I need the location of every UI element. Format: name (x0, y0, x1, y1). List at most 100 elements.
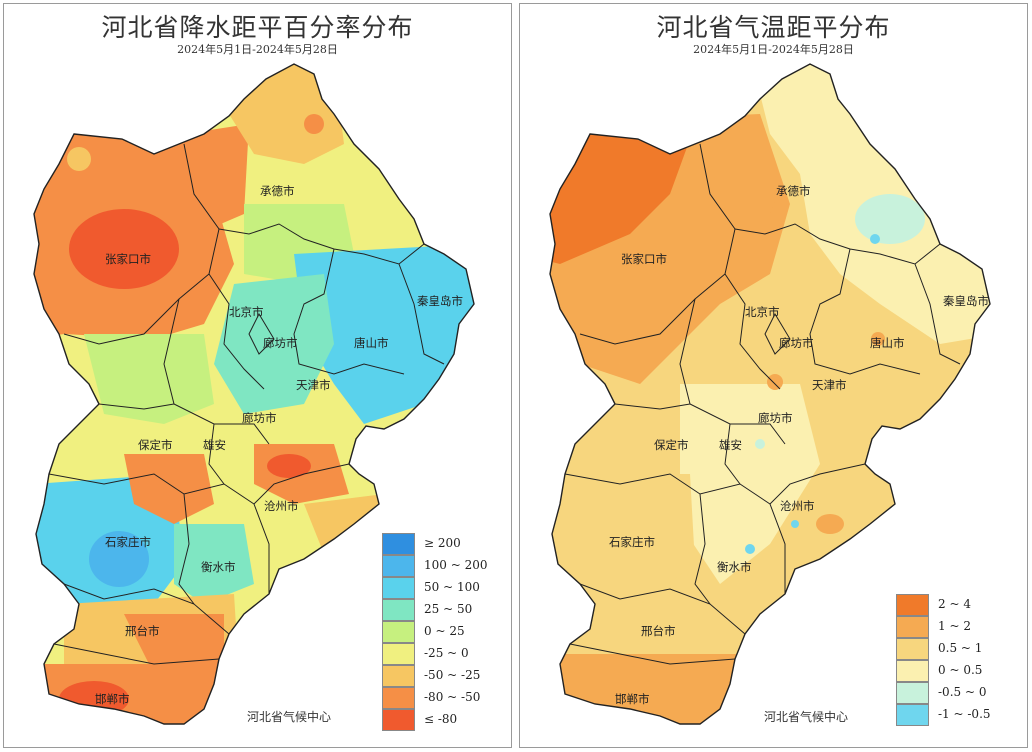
city-label-qinhuangdao: 秦皇岛市 (943, 294, 989, 308)
city-label-baoding: 保定市 (138, 438, 173, 452)
legend-label: 1 ~ 2 (938, 619, 971, 633)
tangshan-surplus-area (294, 244, 474, 424)
prefecture-boundaries (48, 143, 445, 665)
hengshui-surplus-area (174, 524, 254, 604)
central-cool-spot (755, 439, 765, 449)
temp-map-credit: 河北省气候中心 (764, 710, 849, 724)
city-label-zhangjiakou: 张家口市 (105, 252, 151, 266)
legend-label: ≤ -80 (424, 712, 458, 726)
legend-swatch (382, 599, 415, 621)
langfang-warm-spot (767, 374, 783, 390)
city-label-xiongan: 雄安 (719, 438, 742, 452)
city-label-hengshui: 衡水市 (717, 560, 752, 574)
hebei-province-outline (549, 63, 991, 725)
legend-swatch (896, 616, 929, 638)
precip-anomaly-map-panel: 河北省降水距平百分率分布 2024年5月1日-2024年5月28日 (3, 3, 512, 748)
city-label-tangshan: 唐山市 (354, 336, 389, 350)
beijing-tianjin-surplus (214, 274, 334, 414)
temp-anomaly-map-panel: 河北省气温距平分布 2024年5月1日-2024年5月28日 (519, 3, 1028, 748)
legend-item: -50 ~ -25 (382, 665, 511, 687)
legend-label: ≥ 200 (424, 536, 461, 550)
tangshan-warm-spot (871, 332, 885, 346)
city-label-chengde: 承德市 (776, 184, 811, 198)
precip-map-subtitle: 2024年5月1日-2024年5月28日 (177, 43, 338, 56)
cangzhou-cold-spot (791, 520, 799, 528)
city-label-tangshan: 唐山市 (870, 336, 905, 350)
legend-item: ≤ -80 (382, 709, 511, 731)
city-label-handan: 邯郸市 (95, 692, 130, 706)
city-label-langfang-north: 廊坊市 (779, 336, 814, 350)
legend-swatch (896, 704, 929, 726)
legend-item: 50 ~ 100 (382, 577, 511, 599)
hebei-province-outline (33, 63, 475, 725)
legend-label: -1 ~ -0.5 (938, 707, 991, 721)
city-label-beijing: 北京市 (229, 305, 264, 319)
legend-item: 0.5 ~ 1 (896, 638, 1026, 660)
city-label-cangzhou: 沧州市 (264, 499, 299, 513)
legend-swatch (382, 687, 415, 709)
city-label-hengshui: 衡水市 (201, 560, 236, 574)
city-label-langfang: 廊坊市 (242, 411, 277, 425)
prefecture-boundaries (564, 143, 961, 665)
chengde-cool-spot (855, 194, 925, 244)
legend-swatch (382, 621, 415, 643)
legend-swatch (896, 594, 929, 616)
legend-swatch (382, 643, 415, 665)
legend-label: -50 ~ -25 (424, 668, 481, 682)
zhangjiakou-severe-deficit (69, 209, 179, 289)
legend-swatch (382, 533, 415, 555)
city-label-handan: 邯郸市 (615, 692, 650, 706)
city-label-cangzhou: 沧州市 (780, 499, 815, 513)
city-label-qinhuangdao: 秦皇岛市 (417, 294, 463, 308)
legend-swatch (382, 665, 415, 687)
city-label-baoding: 保定市 (654, 438, 689, 452)
city-label-langfang: 廊坊市 (758, 411, 793, 425)
legend-item: 100 ~ 200 (382, 555, 511, 577)
legend-item: -80 ~ -50 (382, 687, 511, 709)
city-label-chengde: 承德市 (260, 184, 295, 198)
legend-item: 2 ~ 4 (896, 594, 1026, 616)
city-label-langfang-north: 廊坊市 (263, 336, 298, 350)
cangzhou-warm-spot (816, 514, 844, 534)
legend-label: -25 ~ 0 (424, 646, 469, 660)
legend-label: 100 ~ 200 (424, 558, 488, 572)
city-label-zhangjiakou: 张家口市 (621, 252, 667, 266)
legend-label: 2 ~ 4 (938, 597, 971, 611)
west-chengde-warm (700, 116, 782, 219)
cangzhou-severe-deficit (267, 454, 311, 478)
temp-map-canvas (549, 63, 991, 725)
legend-item: 1 ~ 2 (896, 616, 1026, 638)
hengshui-cold-spot (745, 544, 755, 554)
legend-label: 0.5 ~ 1 (938, 641, 983, 655)
legend-label: -0.5 ~ 0 (938, 685, 987, 699)
legend-label: 25 ~ 50 (424, 602, 473, 616)
legend-label: 0 ~ 25 (424, 624, 465, 638)
city-label-tianjin: 天津市 (812, 378, 847, 392)
zhangjiakou-north-spot (67, 147, 91, 171)
legend-swatch (896, 682, 929, 704)
city-label-xingtai: 邢台市 (641, 624, 676, 638)
legend-item: 0 ~ 0.5 (896, 660, 1026, 682)
city-label-xingtai: 邢台市 (125, 624, 160, 638)
city-label-shijiazhuang: 石家庄市 (105, 535, 151, 549)
legend-item: ≥ 200 (382, 533, 511, 555)
legend-swatch (382, 709, 415, 731)
legend-item: -1 ~ -0.5 (896, 704, 1026, 726)
legend-label: 0 ~ 0.5 (938, 663, 983, 677)
city-label-tianjin: 天津市 (296, 378, 331, 392)
legend-item: 25 ~ 50 (382, 599, 511, 621)
temp-map-subtitle: 2024年5月1日-2024年5月28日 (693, 43, 854, 56)
xingtai-deficit (124, 614, 224, 674)
legend-swatch (382, 577, 415, 599)
city-label-beijing: 北京市 (745, 305, 780, 319)
shijiazhuang-strong-surplus (89, 531, 149, 587)
central-mild-area (680, 384, 820, 584)
temp-map-title: 河北省气温距平分布 (656, 13, 891, 42)
legend-item: 0 ~ 25 (382, 621, 511, 643)
legend-label: -80 ~ -50 (424, 690, 481, 704)
precip-map-canvas (33, 63, 475, 725)
city-label-shijiazhuang: 石家庄市 (609, 535, 655, 549)
baoding-south-deficit (124, 454, 214, 524)
legend-label: 50 ~ 100 (424, 580, 480, 594)
shijiazhuang-area (560, 474, 695, 604)
